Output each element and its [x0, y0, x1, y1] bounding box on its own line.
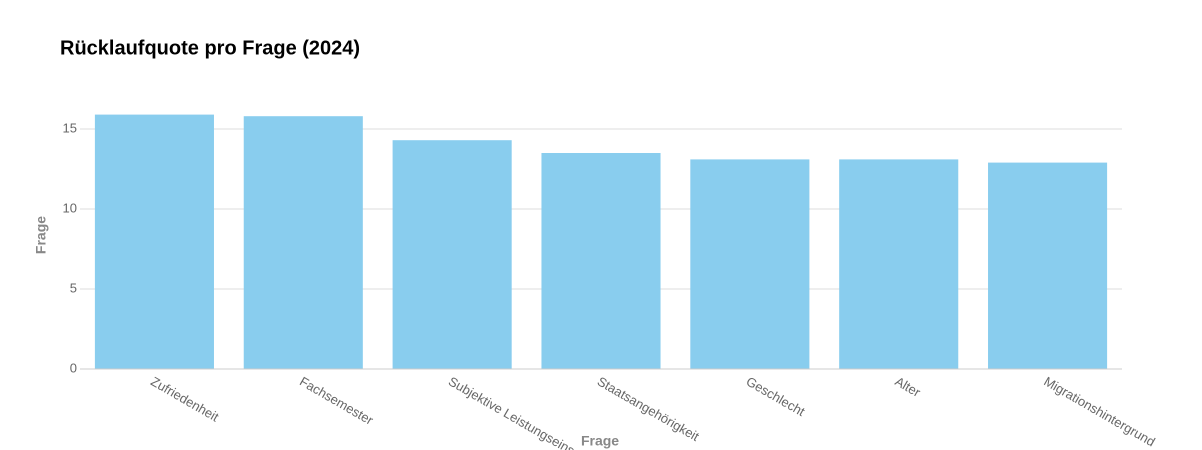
bar — [541, 153, 661, 369]
bar — [690, 159, 810, 369]
bar — [94, 114, 214, 369]
y-tick-label: 10 — [63, 200, 77, 215]
x-tick-label: Geschlecht — [744, 374, 808, 420]
x-tick-label: Migrationshintergrund — [1041, 374, 1157, 450]
x-tick-label: Alter — [892, 374, 923, 401]
bar — [988, 162, 1108, 369]
x-axis-title: Frage — [581, 433, 619, 449]
x-tick-label: Fachsemester — [297, 374, 376, 429]
y-axis-title: Frage — [33, 216, 49, 254]
y-tick-label: 5 — [70, 280, 77, 295]
y-tick-label: 15 — [63, 120, 77, 135]
bar — [392, 140, 512, 369]
x-tick-label: Zufriedenheit — [148, 374, 222, 425]
bar — [243, 116, 363, 369]
bar — [839, 159, 959, 369]
chart-title: Rücklaufquote pro Frage (2024) — [60, 37, 360, 59]
y-tick-label: 0 — [70, 360, 77, 375]
